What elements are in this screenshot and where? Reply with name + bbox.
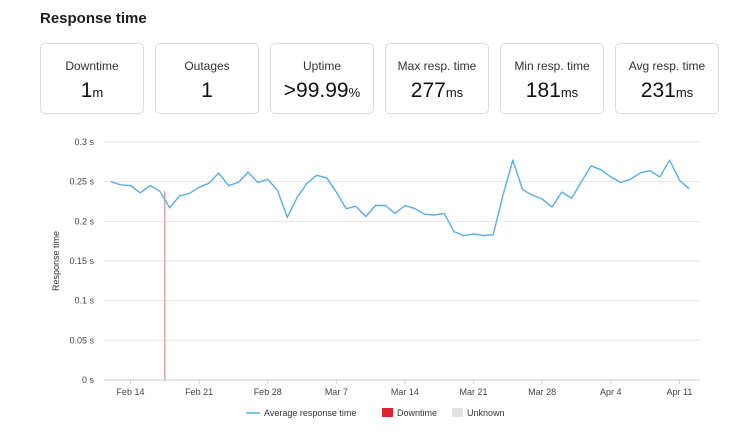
stat-value: >99.99% [271, 79, 373, 103]
y-tick-label: 0.1 s [74, 296, 94, 306]
x-tick-label: Feb 28 [254, 387, 282, 397]
y-tick-label: 0.05 s [69, 335, 94, 345]
stat-number: 1 [80, 79, 93, 102]
unknown-swatch [452, 408, 463, 417]
stat-number: 231 [640, 79, 676, 102]
legend-label: Average response time [264, 408, 356, 418]
stat-card-max-resp-time: Max resp. time 277ms [385, 43, 489, 114]
stat-unit: % [348, 85, 361, 100]
stat-label: Downtime [65, 59, 119, 73]
y-tick-label: 0.3 s [74, 137, 94, 147]
stat-unit: ms [560, 85, 579, 100]
stat-value: 1 [156, 79, 258, 103]
stat-unit: ms [675, 85, 694, 100]
stat-value: 181ms [501, 79, 603, 103]
x-tick-label: Apr 11 [666, 387, 692, 397]
stat-number: 181 [525, 79, 561, 102]
grid-layer [104, 141, 700, 384]
stat-value: 1m [41, 79, 143, 103]
legend-label: Downtime [397, 408, 437, 418]
stat-unit: ms [445, 85, 464, 100]
stat-number: 277 [410, 79, 446, 102]
series-layer [110, 159, 690, 237]
stat-unit: m [92, 85, 104, 100]
downtime-swatch [382, 408, 393, 417]
legend-label: Unknown [467, 408, 505, 418]
x-tick-label: Apr 4 [600, 387, 622, 397]
stats-row: Downtime 1m Outages 1 Uptime >99.99% Max… [40, 43, 719, 114]
x-tick-labels: Feb 14 Feb 21 Feb 28 Mar 7 Mar 14 Mar 21 Mar 2… [116, 387, 692, 397]
legend: Average response time Downtime Unknown [246, 408, 505, 418]
x-tick-label: Mar 14 [391, 387, 419, 397]
stat-number: 1 [201, 79, 213, 102]
y-tick-label: 0.2 s [74, 216, 94, 226]
stat-number: >99.99 [283, 79, 349, 102]
stat-label: Uptime [302, 59, 341, 73]
y-tick-label: 0 s [82, 375, 95, 385]
y-axis-label: Response time [51, 231, 61, 291]
stat-card-downtime: Downtime 1m [40, 43, 144, 114]
x-tick-label: Mar 7 [325, 387, 348, 397]
y-tick-labels: 0 s 0.05 s 0.1 s 0.15 s 0.2 s 0.25 s 0.3 s [69, 137, 94, 385]
x-tick-label: Mar 21 [460, 387, 488, 397]
stat-label: Avg resp. time [628, 59, 706, 73]
y-tick-label: 0.25 s [69, 177, 94, 187]
x-tick-label: Mar 28 [528, 387, 556, 397]
stat-value: 277ms [386, 79, 488, 103]
stat-card-min-resp-time: Min resp. time 181ms [500, 43, 604, 114]
chart-svg: 0 s 0.05 s 0.1 s 0.15 s 0.2 s 0.25 s 0.3 s Feb… [51, 137, 700, 418]
stat-label: Outages [184, 59, 230, 73]
stat-card-uptime: Uptime >99.99% [270, 43, 374, 114]
response-time-chart: 0 s 0.05 s 0.1 s 0.15 s 0.2 s 0.25 s 0.3 s Feb… [0, 130, 750, 435]
stat-card-avg-resp-time: Avg resp. time 231ms [615, 43, 719, 114]
x-tick-label: Feb 14 [116, 387, 144, 397]
stat-value: 231ms [616, 79, 718, 103]
stat-label: Min resp. time [514, 59, 590, 73]
x-tick-label: Feb 21 [185, 387, 213, 397]
stat-label: Max resp. time [397, 59, 477, 73]
series-line [110, 159, 690, 237]
page-title: Response time [40, 10, 147, 27]
y-tick-label: 0.15 s [69, 256, 94, 266]
stat-card-outages: Outages 1 [155, 43, 259, 114]
